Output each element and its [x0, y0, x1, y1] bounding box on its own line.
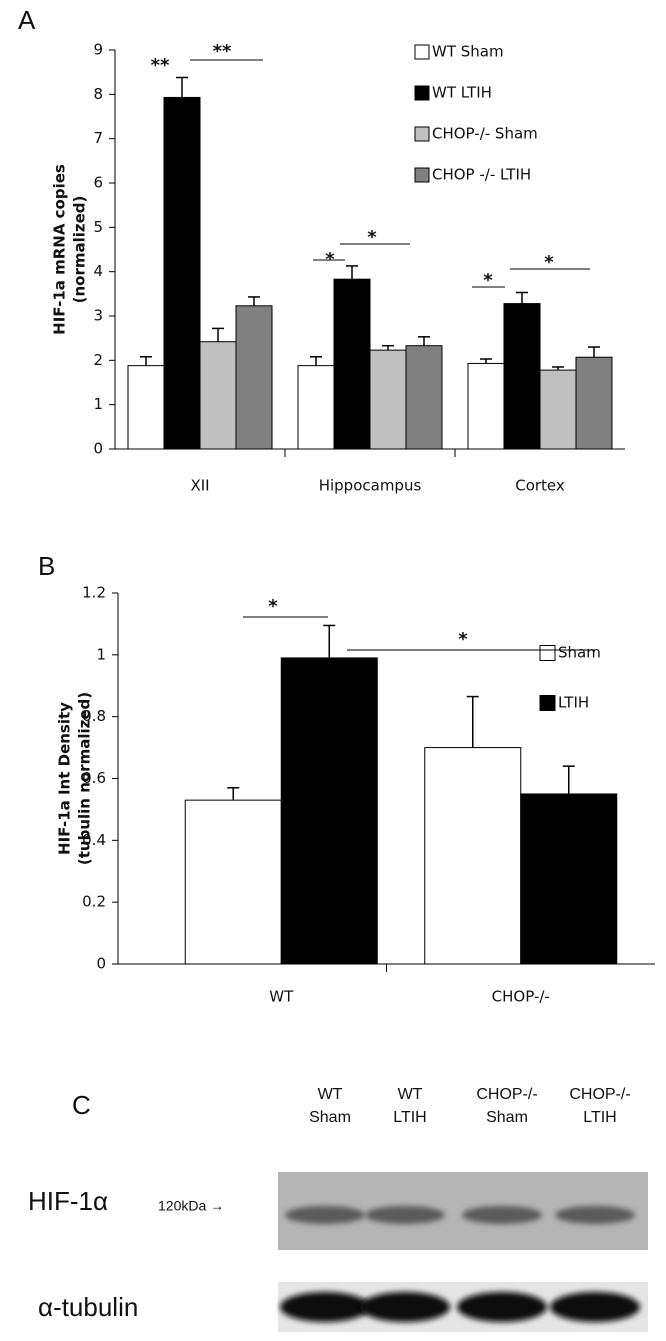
- lane-label: LTIH: [583, 1109, 616, 1126]
- y-tick-label: 0: [93, 440, 103, 458]
- y-tick-label: 1: [96, 645, 106, 663]
- legend-label: LTIH: [558, 694, 589, 712]
- blot-band: [285, 1206, 365, 1224]
- bar: [424, 747, 522, 965]
- y-tick-label: 9: [93, 41, 103, 59]
- x-tick-label: Cortex: [515, 477, 565, 495]
- y-tick-label: 8: [93, 85, 103, 103]
- bar: [333, 278, 371, 450]
- significance-mark: *: [325, 249, 335, 270]
- panel-label: C: [72, 1090, 91, 1120]
- x-tick-label: Hippocampus: [319, 477, 422, 495]
- legend-swatch: [414, 167, 430, 183]
- legend-label: CHOP-/- Sham: [432, 125, 538, 143]
- legend-swatch: [539, 695, 556, 711]
- bar: [539, 369, 577, 450]
- y-tick-label: 0.6: [82, 769, 106, 787]
- bar: [297, 365, 335, 450]
- lane-label: Sham: [309, 1109, 351, 1126]
- blot-band: [457, 1292, 547, 1322]
- legend-label: Sham: [558, 644, 601, 662]
- significance-mark: **: [151, 55, 170, 76]
- legend-label: WT LTIH: [432, 84, 492, 102]
- panel-label: A: [18, 5, 36, 35]
- significance-mark: *: [483, 270, 493, 291]
- significance-mark: *: [268, 596, 278, 617]
- blot-band: [555, 1206, 635, 1224]
- y-axis-label: (normalized): [71, 196, 89, 304]
- bar: [199, 341, 237, 450]
- row-label: HIF-1α: [28, 1186, 108, 1216]
- bar: [575, 356, 613, 450]
- x-tick-label: XII: [190, 477, 209, 495]
- significance-mark: *: [544, 252, 554, 273]
- legend-swatch: [414, 44, 430, 60]
- y-tick-label: 1: [93, 395, 103, 413]
- significance-mark: *: [458, 629, 468, 650]
- y-tick-label: 0: [96, 955, 106, 973]
- significance-mark: **: [213, 41, 232, 62]
- blot-band: [462, 1206, 542, 1224]
- y-tick-label: 4: [93, 262, 103, 280]
- y-axis-label: HIF-1a mRNA copies: [51, 164, 69, 335]
- blot-band: [280, 1292, 370, 1322]
- bar: [520, 793, 618, 965]
- lane-label: CHOP-/-: [569, 1086, 630, 1103]
- legend-swatch: [539, 645, 556, 661]
- y-tick-label: 0.8: [82, 707, 106, 725]
- y-tick-label: 7: [93, 129, 103, 147]
- y-tick-label: 0.4: [82, 831, 106, 849]
- blot-band: [550, 1292, 640, 1322]
- x-tick-label: CHOP-/-: [492, 988, 550, 1006]
- legend-swatch: [414, 126, 430, 142]
- y-tick-label: 3: [93, 307, 103, 325]
- lane-label: WT: [318, 1086, 343, 1103]
- panel-label: B: [38, 551, 55, 581]
- bar: [127, 365, 165, 450]
- bar: [405, 345, 443, 450]
- significance-mark: *: [367, 227, 377, 248]
- lane-label: WT: [398, 1086, 423, 1103]
- bar: [369, 349, 407, 450]
- row-label: α-tubulin: [38, 1292, 138, 1322]
- y-tick-label: 2: [93, 351, 103, 369]
- y-axis-label: HIF-1a Int Density: [56, 702, 74, 855]
- blot-band: [360, 1292, 450, 1322]
- y-tick-label: 6: [93, 174, 103, 192]
- y-axis-label: (tubulin normalized): [76, 692, 94, 865]
- bar: [184, 799, 282, 965]
- bar: [467, 362, 505, 450]
- bar: [503, 303, 541, 450]
- bar: [280, 657, 378, 965]
- y-tick-label: 1.2: [82, 584, 106, 602]
- y-tick-label: 0.2: [82, 893, 106, 911]
- legend-label: WT Sham: [432, 43, 504, 61]
- lane-label: Sham: [486, 1109, 528, 1126]
- legend-label: CHOP -/- LTIH: [432, 166, 531, 184]
- size-marker: 120kDa →: [158, 1198, 224, 1214]
- lane-label: LTIH: [393, 1109, 426, 1126]
- lane-label: CHOP-/-: [476, 1086, 537, 1103]
- bar: [163, 96, 201, 450]
- bar: [235, 305, 273, 450]
- legend-swatch: [414, 85, 430, 101]
- blot-band: [365, 1206, 445, 1224]
- y-tick-label: 5: [93, 218, 103, 236]
- x-tick-label: WT: [269, 988, 294, 1006]
